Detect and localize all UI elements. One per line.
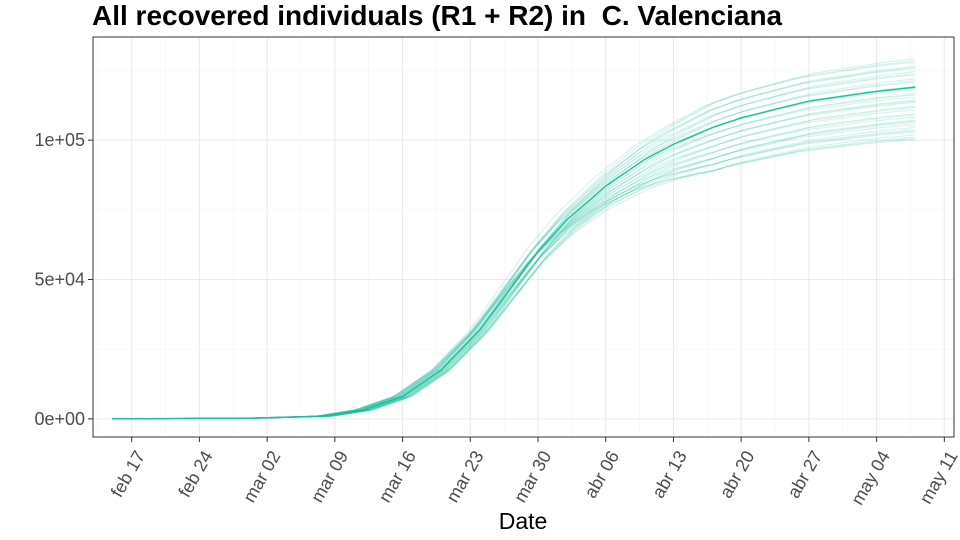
x-axis-title: Date	[499, 508, 548, 534]
plot-border	[92, 36, 955, 438]
x-tick-label: feb 24	[174, 447, 216, 500]
x-tick-label: mar 16	[375, 447, 420, 506]
y-axis: 0e+00 5e+04 1e+05	[34, 130, 93, 429]
x-tick-label: mar 09	[307, 447, 352, 506]
grid-minor	[93, 37, 954, 437]
x-tick-label: mar 30	[510, 447, 555, 506]
x-tick-label: abr 20	[716, 447, 759, 501]
x-axis: feb 17 feb 24 mar 02 mar 09 mar 16 mar 23 mar …	[107, 437, 960, 508]
x-tick-label: mar 02	[239, 447, 284, 506]
x-tick-label: abr 13	[648, 447, 691, 501]
x-tick-label: abr 27	[783, 447, 826, 501]
x-tick-label: feb 17	[107, 447, 149, 500]
central-series-line	[112, 86, 916, 420]
plot-background	[93, 37, 954, 437]
chart-title: All recovered individuals (R1 + R2) in C…	[92, 0, 783, 31]
y-tick-label: 5e+04	[34, 270, 85, 290]
y-tick-label: 1e+05	[34, 130, 85, 150]
x-tick-label: may 04	[847, 447, 894, 508]
x-tick-label: mar 23	[442, 447, 487, 506]
x-tick-label: abr 06	[580, 447, 623, 501]
central-line	[112, 86, 916, 420]
y-tick-label: 0e+00	[34, 409, 85, 429]
grid-major	[93, 37, 954, 437]
x-tick-label: may 11	[916, 447, 960, 507]
